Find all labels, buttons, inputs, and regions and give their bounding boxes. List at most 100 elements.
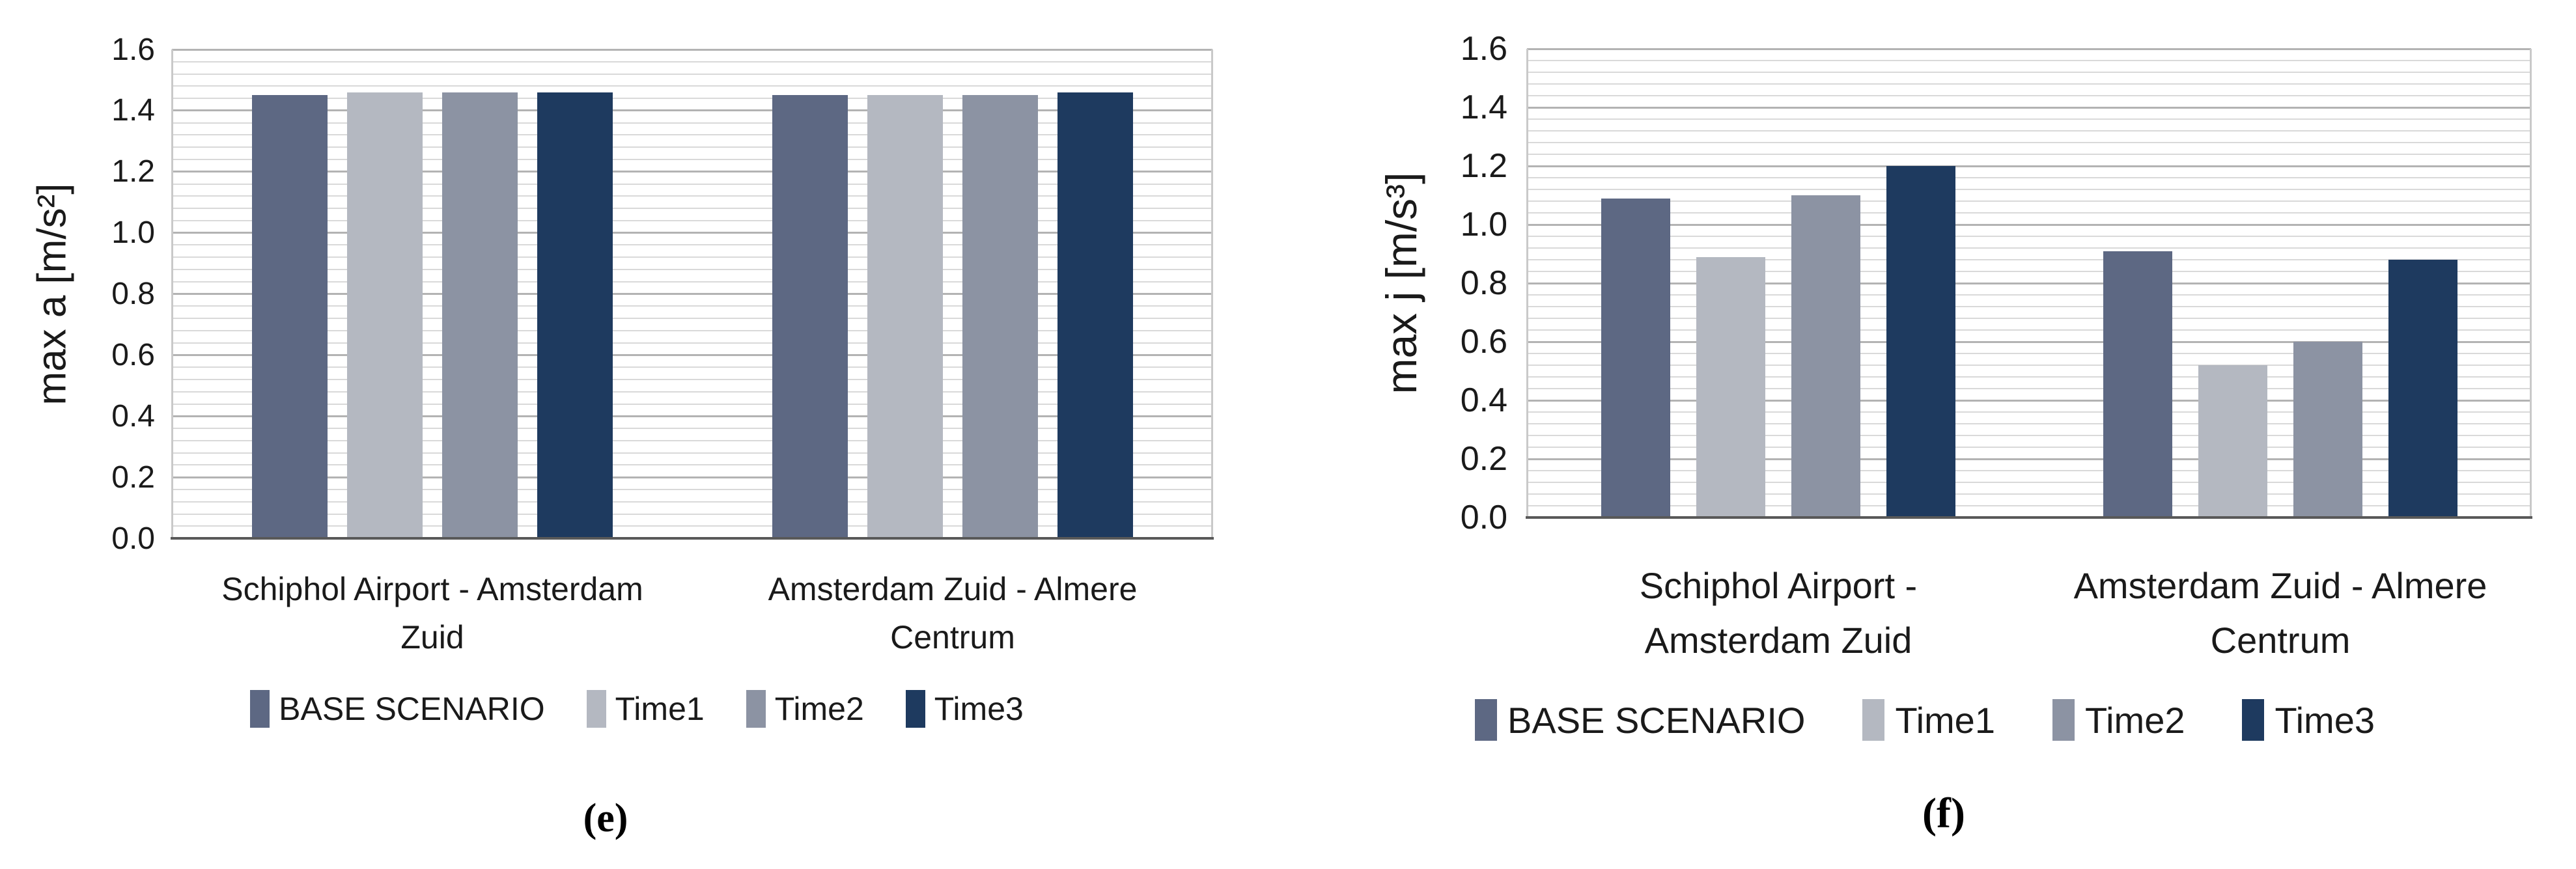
y-tick-label: 1.6 <box>111 32 155 67</box>
bar-base-scenario <box>2103 251 2172 517</box>
legend-item-time2: Time2 <box>746 690 864 728</box>
category-label-line: Centrum <box>890 619 1015 655</box>
bar-time1 <box>867 95 943 538</box>
legend-marker <box>2242 699 2265 741</box>
minor-gridline <box>172 159 1212 160</box>
minor-gridline <box>172 61 1212 62</box>
minor-gridline <box>1527 130 2531 131</box>
major-gridline <box>1527 340 2531 343</box>
legend-marker <box>1474 699 1497 741</box>
caption-f: (f) <box>1922 790 1965 837</box>
y-tick-label: 0.2 <box>1460 440 1507 478</box>
minor-gridline <box>1527 470 2531 471</box>
major-gridline <box>172 109 1212 112</box>
minor-gridline <box>1527 447 2531 448</box>
minor-gridline <box>1527 482 2531 483</box>
category-label: Amsterdam Zuid - Almere Centrum <box>640 565 1265 661</box>
category-label: Amsterdam Zuid - Almere Centrum <box>1961 559 2576 668</box>
bar-time2 <box>1791 195 1860 517</box>
plot-border-right <box>1211 49 1213 538</box>
legend-item-time3: Time3 <box>2242 699 2375 741</box>
bar-time2 <box>441 92 518 538</box>
legend-marker <box>2052 699 2075 741</box>
y-tick-label: 0.8 <box>1460 264 1507 302</box>
y-tick-label: 1.0 <box>111 215 155 251</box>
legend-label: BASE SCENARIO <box>1507 699 1806 741</box>
legend-marker <box>905 690 925 728</box>
minor-gridline <box>172 98 1212 100</box>
category-label-line: Zuid <box>400 619 464 655</box>
legend-item-base-scenario: BASE SCENARIO <box>1474 699 1806 741</box>
minor-gridline <box>1527 423 2531 424</box>
legend-item-time1: Time1 <box>586 690 705 728</box>
legend-label: Time2 <box>2084 699 2185 741</box>
minor-gridline <box>172 378 1212 380</box>
major-gridline <box>1527 399 2531 402</box>
bar-time2 <box>962 95 1038 538</box>
minor-gridline <box>1527 493 2531 495</box>
caption-e: (e) <box>583 796 628 840</box>
minor-gridline <box>1527 72 2531 73</box>
major-gridline <box>172 415 1212 417</box>
minor-gridline <box>1527 200 2531 202</box>
minor-gridline <box>172 183 1212 185</box>
bar-time3 <box>1886 166 1955 517</box>
major-gridline <box>172 293 1212 295</box>
minor-gridline <box>172 366 1212 368</box>
minor-gridline <box>172 439 1212 441</box>
major-gridline <box>1527 282 2531 284</box>
y-tick-label: 1.4 <box>1460 89 1507 126</box>
bar-base-scenario <box>251 95 328 538</box>
legend-marker <box>1862 699 1885 741</box>
plot-border-left <box>171 49 173 538</box>
major-gridline <box>1527 458 2531 460</box>
minor-gridline <box>172 318 1212 320</box>
minor-gridline <box>1527 505 2531 506</box>
panel-f: max j [m/s³] 0.0 0.2 0.4 0.6 0.8 1.0 1.2 1.4 1.6… <box>1274 0 2576 869</box>
legend-label: BASE SCENARIO <box>279 691 545 727</box>
plot-border-left <box>1526 49 1528 517</box>
category-label: Schiphol Airport - Amsterdam Zuid <box>1459 559 2097 668</box>
minor-gridline <box>172 488 1212 490</box>
plot-area-f <box>1526 48 2532 519</box>
minor-gridline <box>172 122 1212 124</box>
minor-gridline <box>172 281 1212 283</box>
major-gridline <box>172 353 1212 356</box>
y-tick-label: 0.8 <box>111 277 155 311</box>
minor-gridline <box>172 269 1212 270</box>
y-tick-label: 1.6 <box>1460 30 1507 68</box>
minor-gridline <box>172 464 1212 466</box>
bar-time1 <box>2198 365 2267 517</box>
minor-gridline <box>172 525 1212 527</box>
major-gridline <box>172 171 1212 173</box>
y-tick-label: 1.2 <box>1460 147 1507 185</box>
legend-marker <box>250 690 270 728</box>
legend-label: Time3 <box>2275 699 2375 741</box>
legend-label: Time1 <box>1895 699 1995 741</box>
bar-time1 <box>346 92 423 538</box>
minor-gridline <box>172 146 1212 148</box>
minor-gridline <box>172 256 1212 258</box>
major-gridline <box>172 48 1212 51</box>
minor-gridline <box>1527 318 2531 319</box>
minor-gridline <box>172 195 1212 197</box>
legend-label: Time1 <box>615 691 705 727</box>
minor-gridline <box>1527 247 2531 249</box>
minor-gridline <box>172 244 1212 246</box>
minor-gridline <box>172 85 1212 87</box>
legend-label: Time2 <box>774 691 864 727</box>
minor-gridline <box>172 428 1212 429</box>
minor-gridline <box>1527 294 2531 296</box>
minor-gridline <box>1527 376 2531 378</box>
minor-gridline <box>1527 411 2531 413</box>
bar-base-scenario <box>772 95 848 538</box>
minor-gridline <box>172 134 1212 136</box>
x-axis-line <box>1526 516 2532 519</box>
minor-gridline <box>172 329 1212 331</box>
y-tick-label: 1.2 <box>111 154 155 189</box>
minor-gridline <box>1527 236 2531 237</box>
bar-time1 <box>1696 256 1765 517</box>
y-tick-label: 0.4 <box>1460 381 1507 419</box>
minor-gridline <box>1527 259 2531 260</box>
